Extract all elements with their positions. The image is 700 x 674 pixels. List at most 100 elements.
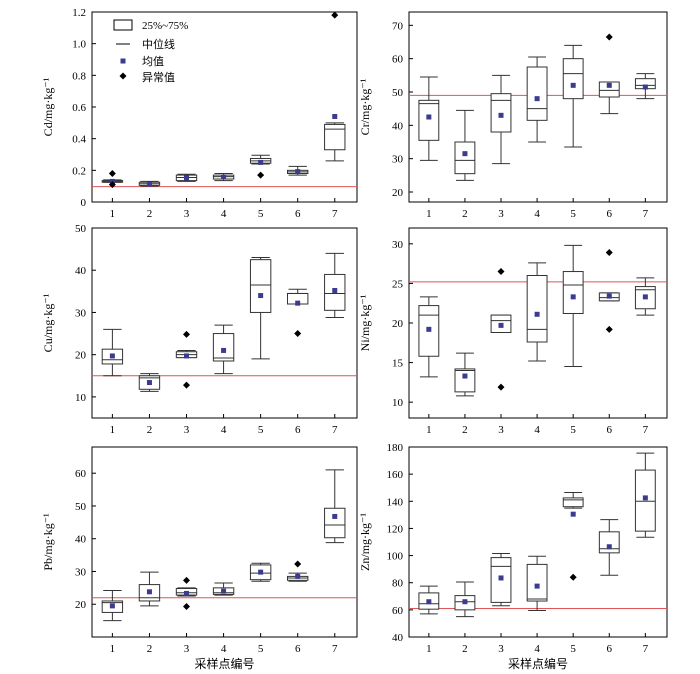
y-axis-label: Cd/mg·kg⁻¹ — [41, 77, 55, 136]
outlier-marker — [331, 11, 339, 19]
outlier-marker — [183, 330, 191, 338]
outlier-marker — [108, 181, 116, 189]
mean-marker — [295, 573, 301, 579]
x-tick-label: 3 — [498, 424, 504, 436]
mean-marker — [258, 569, 264, 575]
mean-marker — [570, 511, 576, 517]
outlier-marker — [569, 573, 577, 581]
mean-marker — [462, 373, 468, 379]
box-1 — [101, 170, 124, 189]
plot-frame — [91, 227, 358, 419]
box-7 — [634, 452, 656, 538]
x-tick-label: 6 — [607, 208, 613, 220]
x-tick-label: 1 — [426, 643, 432, 655]
mean-marker — [146, 589, 152, 595]
mean-marker — [570, 294, 576, 300]
box-7 — [324, 252, 346, 319]
iqr-box — [634, 469, 656, 532]
legend-median-label: 中位线 — [142, 37, 175, 51]
y-tick-label: 0 — [81, 197, 87, 209]
y-tick-label: 50 — [75, 223, 87, 235]
y-tick-label: 50 — [75, 501, 87, 513]
y-tick-label: 40 — [392, 632, 404, 644]
box-4 — [212, 324, 235, 375]
mean-marker — [146, 380, 152, 386]
x-tick-label: 2 — [147, 424, 153, 436]
x-axis-title-left: 采样点编号 — [194, 656, 254, 671]
box-2 — [454, 581, 476, 618]
box-1 — [101, 328, 124, 377]
y-tick-label: 80 — [392, 578, 404, 590]
x-tick-label: 3 — [184, 424, 190, 436]
chart-panel-3: 10 20 30 40 50 1 2 3 4 5 6 7 Cu/mg·kg⁻¹ — [41, 223, 358, 436]
box-5 — [249, 257, 272, 360]
y-tick-label: 0.4 — [72, 134, 86, 146]
y-tick-label: 20 — [75, 350, 87, 362]
x-tick-label: 1 — [110, 208, 116, 220]
y-tick-label: 30 — [75, 307, 87, 319]
x-tick-label: 7 — [643, 424, 649, 436]
box-6 — [287, 288, 309, 338]
x-tick-label: 6 — [295, 643, 301, 655]
x-tick-label: 2 — [147, 208, 153, 220]
mean-marker — [332, 513, 338, 519]
box-5 — [562, 244, 584, 368]
box-7 — [324, 11, 346, 162]
mean-marker — [534, 583, 540, 589]
y-tick-label: 60 — [392, 54, 404, 66]
y-tick-label: 10 — [392, 397, 404, 409]
x-tick-label: 4 — [534, 424, 540, 436]
mean-marker — [642, 495, 648, 501]
x-tick-label: 1 — [426, 424, 432, 436]
iqr-box — [490, 93, 512, 133]
y-tick-label: 30 — [75, 566, 87, 578]
mean-marker — [109, 603, 115, 609]
box-5 — [249, 562, 272, 582]
iqr-box — [598, 81, 620, 98]
mean-marker — [332, 114, 338, 119]
x-tick-label: 1 — [110, 643, 116, 655]
y-tick-label: 160 — [387, 469, 404, 481]
x-axis-title-right: 采样点编号 — [508, 656, 568, 671]
chart-panel-2: 20 30 40 50 60 70 1 2 3 4 5 6 7 Cr/mg·kg⁻¹ — [358, 11, 668, 220]
mean-marker — [606, 293, 612, 299]
mean-marker — [184, 353, 190, 359]
x-tick-label: 7 — [332, 208, 338, 220]
box-4 — [212, 173, 235, 182]
x-tick-label: 2 — [462, 424, 468, 436]
x-tick-label: 5 — [570, 424, 576, 436]
outlier-marker — [257, 171, 265, 179]
mean-marker — [426, 326, 432, 332]
legend-outlier-label: 异常值 — [142, 71, 175, 84]
x-tick-label: 5 — [570, 643, 576, 655]
outlier-marker — [183, 381, 191, 389]
legend-mean-swatch — [120, 58, 126, 64]
x-tick-label: 4 — [221, 208, 227, 220]
iqr-box — [454, 368, 476, 393]
y-axis-label: Cr/mg·kg⁻¹ — [358, 78, 372, 135]
box-1 — [418, 585, 440, 615]
x-tick-label: 5 — [570, 208, 576, 220]
y-tick-label: 20 — [392, 318, 404, 330]
mean-marker — [221, 588, 227, 594]
x-tick-label: 3 — [184, 208, 190, 220]
box-3 — [490, 74, 512, 165]
iqr-box — [212, 333, 235, 362]
iqr-box — [418, 99, 440, 141]
box-3 — [175, 576, 198, 611]
iqr-box — [562, 58, 584, 100]
box-4 — [212, 582, 235, 596]
x-tick-label: 2 — [462, 208, 468, 220]
y-tick-label: 20 — [392, 187, 404, 199]
y-tick-label: 60 — [392, 605, 404, 617]
mean-marker — [534, 96, 540, 102]
iqr-box — [598, 531, 620, 554]
x-tick-label: 6 — [295, 208, 301, 220]
x-tick-label: 4 — [534, 643, 540, 655]
x-tick-label: 7 — [643, 643, 649, 655]
iqr-box — [562, 497, 584, 508]
box-2 — [138, 571, 161, 607]
iqr-box — [324, 507, 346, 539]
iqr-box — [454, 141, 476, 175]
mean-marker — [184, 175, 190, 181]
